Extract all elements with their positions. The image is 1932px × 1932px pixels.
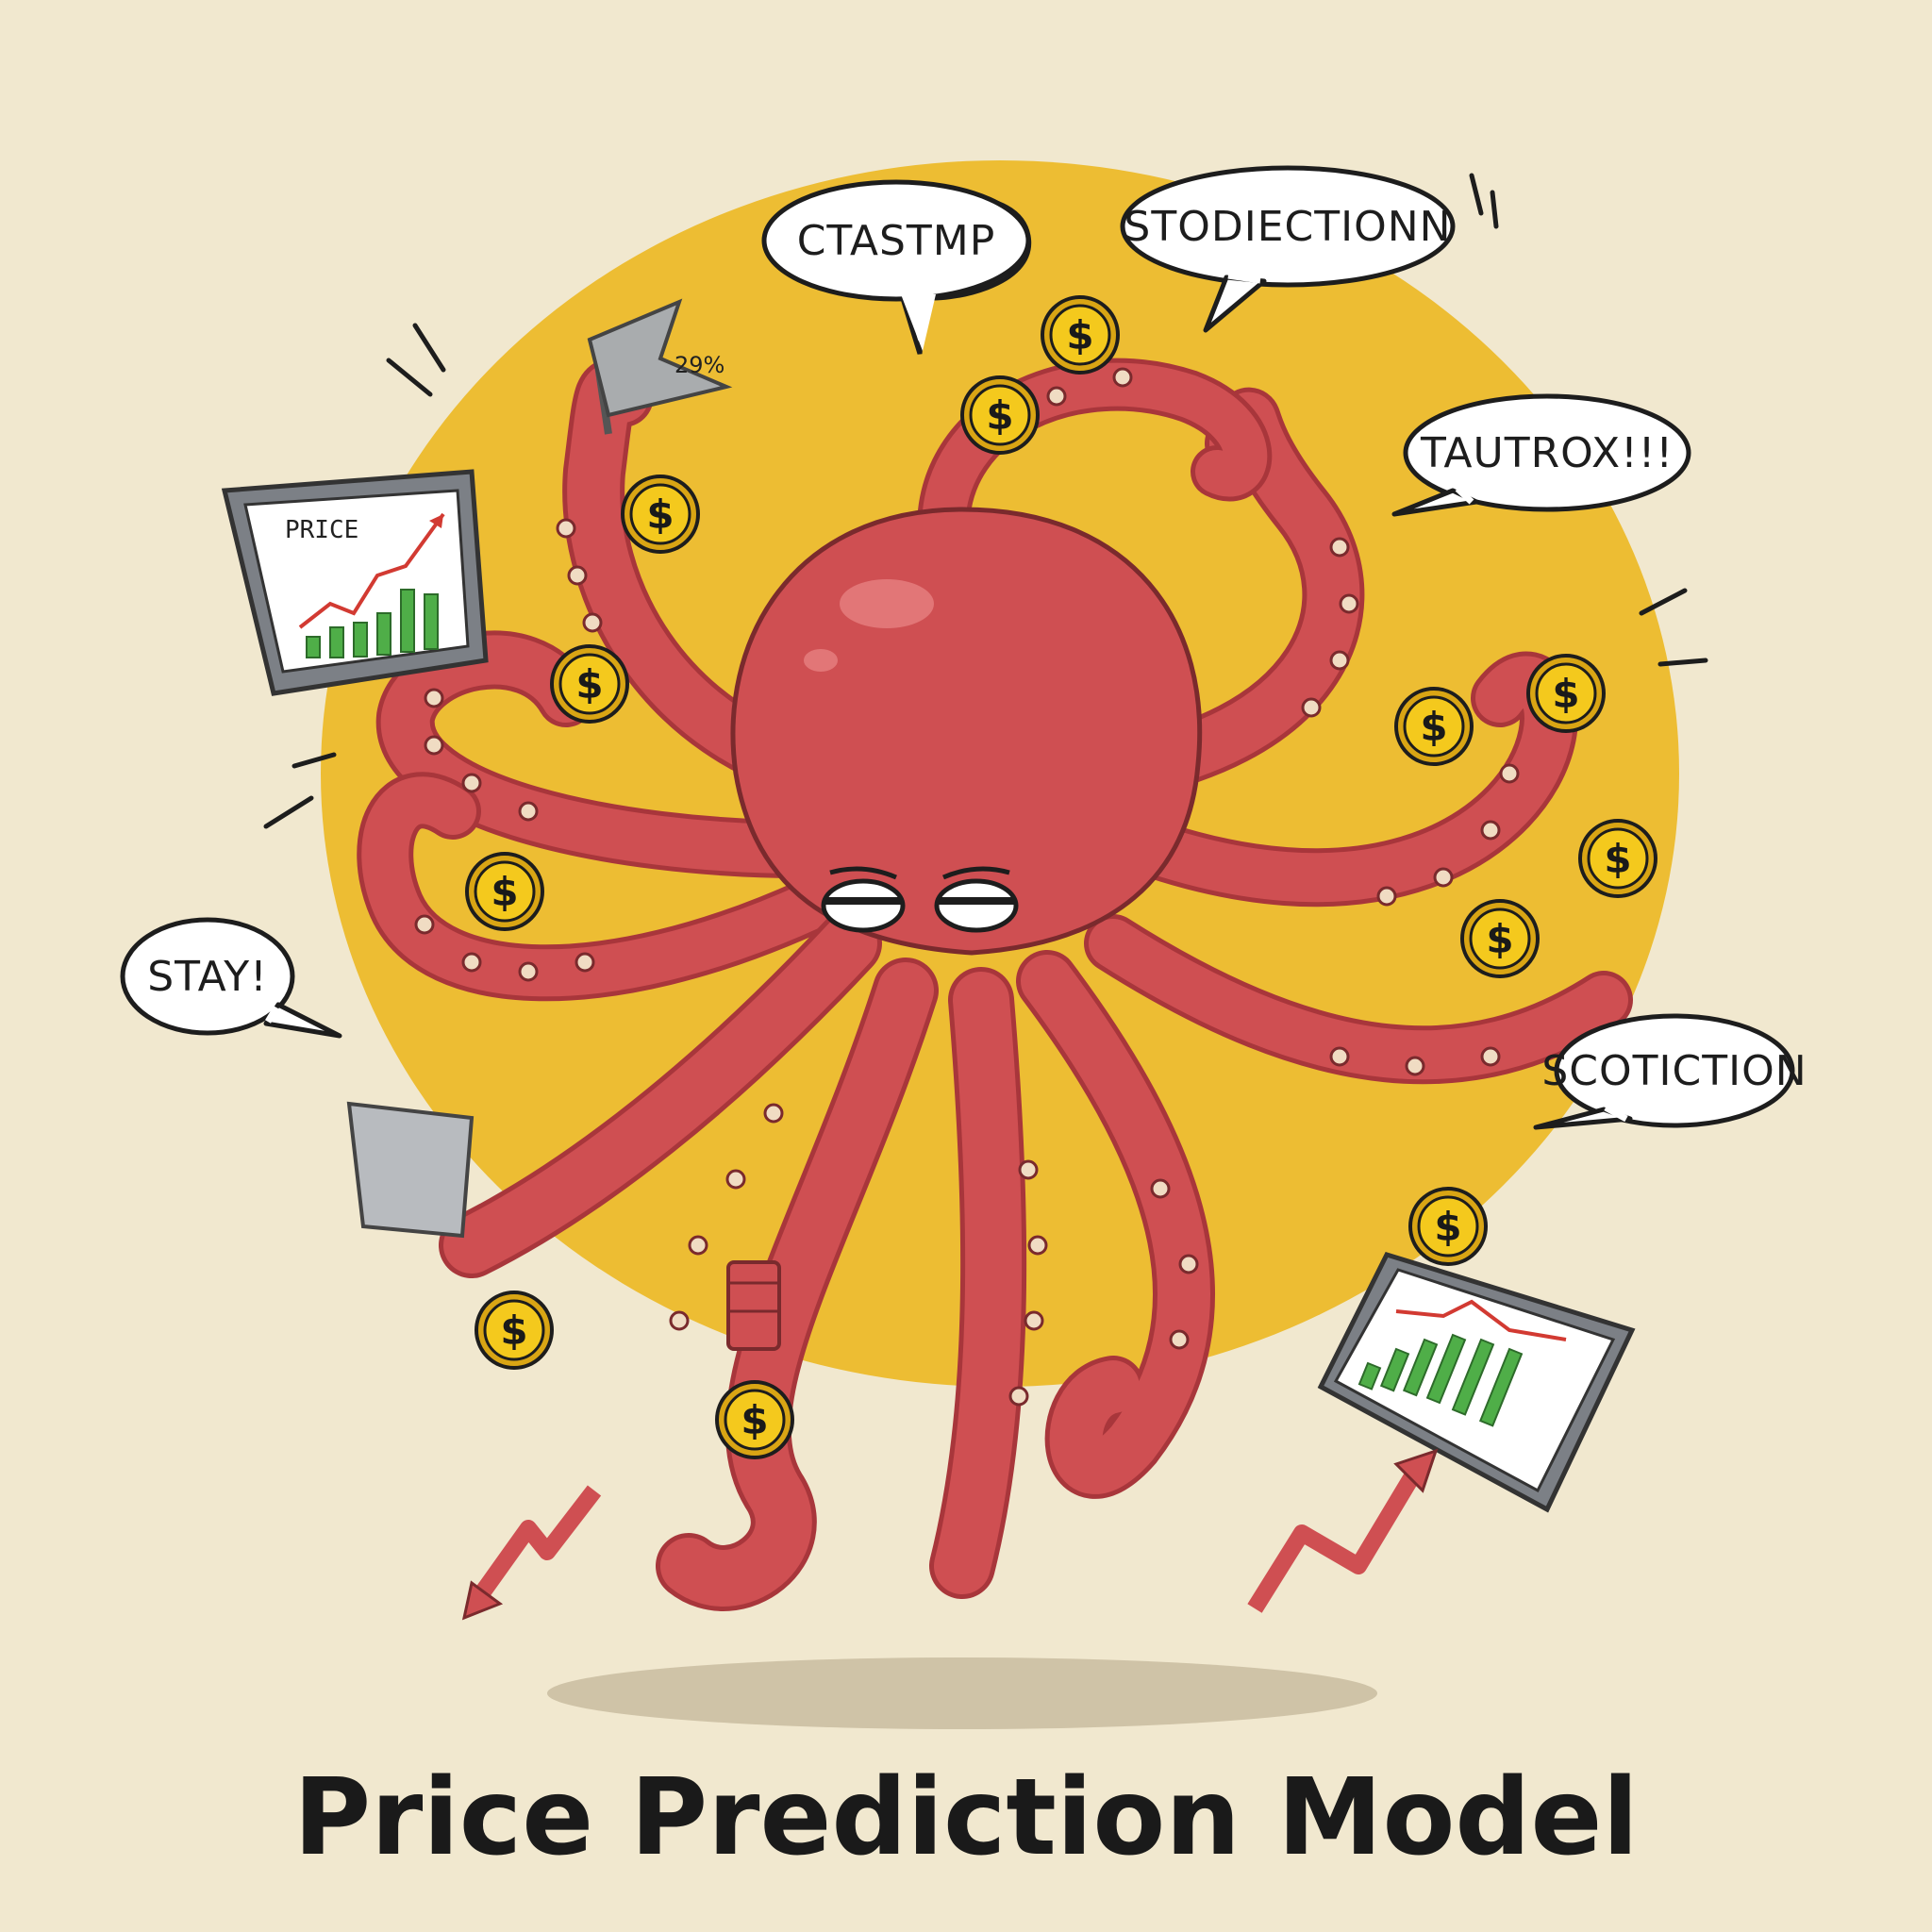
speech-bubble-top-right: STODIECTIONN [1120,165,1456,333]
flag-label: 29% [675,352,724,378]
coin-symbol: $ [1066,312,1093,358]
right-eye [934,878,1019,933]
left-eye [821,878,906,933]
trend-chart-line [1395,1299,1567,1341]
coin-icon: $ [1041,295,1120,375]
coin-symbol: $ [491,869,518,915]
coin-symbol: $ [741,1397,768,1443]
banknote-icon [346,1101,475,1239]
coin-symbol: $ [1552,671,1579,717]
coins: $ $ $ $ $ $ $ $ $ $ $ $ [465,295,1657,1459]
coin-icon: $ [1526,654,1606,733]
motion-lines [263,173,1708,829]
suction-cups [414,367,1520,1407]
price-chart-monitor: PRICE [221,469,489,696]
coin-symbol: $ [1604,836,1631,882]
flag-icon: 29% [587,298,733,435]
up-trend-arrow [1247,1448,1439,1613]
bubble-text-right-lower: SCOTICTION [1541,1047,1807,1095]
coin-symbol: $ [1486,916,1513,962]
coin-icon: $ [1394,687,1474,766]
coin-icon: $ [960,375,1040,455]
bubble-text-top-right: STODIECTIONN [1124,203,1451,251]
coin-symbol: $ [986,392,1013,439]
speech-bubble-top-left: CTASTMP [761,179,1032,355]
coin-symbol: $ [1420,704,1447,750]
chart-label: PRICE [285,516,358,544]
coin-icon: $ [475,1291,554,1370]
trend-chart-bars [1357,1333,1524,1427]
octopus-arms-back [357,358,1578,1002]
coin-icon: $ [550,644,629,724]
coin-symbol: $ [1434,1204,1461,1250]
coin-symbol: $ [575,661,603,708]
page-title: Price Prediction Model [293,1757,1639,1879]
chart-trend-line [298,512,445,629]
octopus-eyes [821,866,1019,933]
coin-icon: $ [715,1380,794,1459]
down-trend-arrow [461,1485,602,1621]
trend-chart-monitor [1317,1251,1636,1513]
coin-symbol: $ [500,1307,527,1354]
cup-icon [726,1260,781,1351]
coin-icon: $ [1460,899,1540,978]
coin-icon: $ [465,852,544,931]
chart-bars [306,589,439,658]
coin-symbol: $ [646,491,674,538]
octopus-arms-front [439,910,1633,1611]
coin-icon: $ [621,475,700,554]
speech-bubble-left: STAY! [120,917,342,1039]
bubble-text-right-upper: TAUTROX!!! [1420,429,1674,477]
bubble-text-left: STAY! [147,953,268,1001]
bubble-text-top-left: CTASTMP [797,217,996,265]
coin-icon: $ [1408,1187,1488,1266]
ground-shadow [547,1657,1377,1729]
speech-bubble-right-upper: TAUTROX!!! [1391,393,1691,517]
octopus-head [730,507,1203,956]
speech-bubble-right-lower: SCOTICTION [1533,1013,1807,1130]
coin-icon: $ [1578,819,1657,898]
